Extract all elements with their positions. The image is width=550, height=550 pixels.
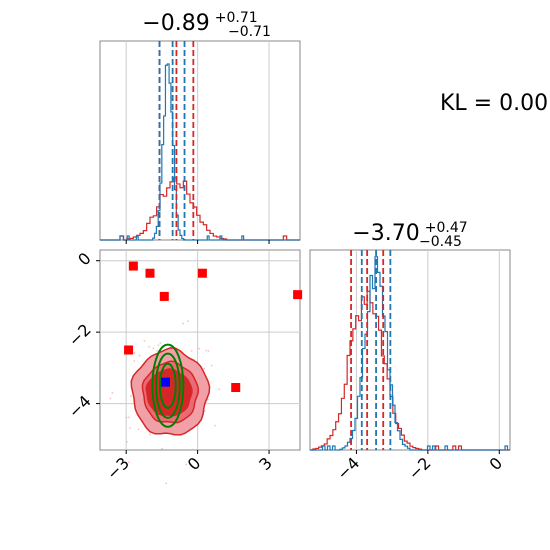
joint-scatter-point	[149, 433, 151, 436]
marginal-y-ticks: −4 −2 0	[333, 450, 506, 484]
marginal-y-tick-label: −4	[333, 453, 363, 483]
marginal-x-panel: −0.89 +0.71 −0.71	[99, 10, 301, 244]
joint-red-marker	[128, 261, 138, 271]
marginal-y-tick-label: −2	[405, 453, 435, 483]
marginal-y-title: −3.70 +0.47	[352, 220, 467, 246]
joint-y-tick-label: −2	[65, 320, 95, 350]
marginal-y-blue-histogram	[310, 256, 510, 451]
joint-blue-marker	[160, 377, 170, 387]
joint-x-tick-label: 0	[184, 453, 205, 474]
joint-scatter-point	[205, 349, 208, 352]
joint-scatter-point	[214, 424, 217, 427]
joint-red-marker	[197, 268, 207, 278]
joint-red-marker	[145, 268, 155, 278]
joint-red-marker	[293, 290, 303, 300]
joint-green-contour	[151, 343, 185, 428]
joint-scatter-point	[203, 410, 206, 413]
joint-scatter-point	[143, 339, 146, 342]
joint-scatter-point	[207, 349, 210, 352]
joint-green-contour	[159, 362, 177, 409]
marginal-y-grid	[355, 250, 500, 450]
joint-scatter-point	[203, 367, 206, 370]
joint-scatter-point	[206, 398, 209, 401]
marginal-x-ticks	[125, 240, 270, 244]
joint-scatter-point	[165, 482, 168, 485]
joint-scatter-point	[182, 322, 185, 325]
joint-scatter-point	[133, 352, 136, 354]
joint-scatter-point	[198, 347, 201, 350]
kl-annotation: KL = 0.00	[440, 91, 548, 116]
joint-y-tick-label: 0	[74, 249, 95, 270]
joint-markers	[124, 261, 303, 392]
joint-scatter-point	[137, 428, 140, 431]
joint-x-tick-label: 3	[255, 453, 276, 474]
joint-red-marker	[159, 291, 169, 301]
marginal-y-title-plus: +0.47	[425, 220, 468, 236]
marginal-y-series	[310, 256, 510, 451]
marginal-y-panel: −4 −2 0 −3.70 +0.47 −0.45	[309, 220, 511, 484]
marginal-x-quantile-lines	[158, 41, 195, 240]
marginal-y-title-value: −3.70	[352, 221, 419, 246]
joint-scatter-point	[129, 427, 132, 429]
joint-scatter-point	[138, 354, 141, 357]
marginal-x-title-value: −0.89	[142, 11, 209, 36]
joint-scatter-point	[109, 397, 112, 400]
joint-scatter-point	[127, 461, 130, 464]
marginal-x-frame	[99, 40, 301, 241]
joint-scatter-point	[111, 391, 114, 394]
joint-scatter-point	[148, 345, 151, 348]
joint-scatter-point	[191, 448, 194, 451]
joint-scatter-point	[160, 447, 163, 450]
joint-scatter-point	[187, 320, 189, 323]
joint-scatter-point	[159, 342, 162, 344]
joint-scatter-point	[152, 347, 155, 350]
marginal-y-tick-label: 0	[485, 453, 506, 474]
marginal-x-title-plus: +0.71	[215, 10, 258, 26]
joint-red-marker	[231, 383, 241, 392]
joint-scatter-point	[156, 349, 159, 352]
marginal-y-title-minus: −0.45	[419, 234, 462, 250]
joint-scatter-point	[157, 344, 160, 347]
joint-x-tick-label: −3	[103, 453, 133, 483]
marginal-x-title-minus: −0.71	[228, 24, 271, 40]
joint-red-marker	[124, 345, 134, 355]
marginal-y-frame	[309, 249, 511, 451]
joint-scatter-point	[126, 440, 128, 443]
joint-scatter-point	[129, 395, 132, 397]
joint-panel: −3 0 3 0 −2 −4	[65, 249, 303, 485]
marginal-x-grid	[125, 41, 270, 240]
marginal-y-quantile-lines	[350, 250, 392, 450]
joint-y-tick-label: −4	[65, 392, 95, 422]
joint-scatter-point	[125, 416, 128, 419]
joint-green-contours	[151, 343, 185, 428]
joint-scatter-point	[133, 360, 136, 362]
joint-scatter-point	[185, 463, 188, 466]
joint-x-ticks: −3 0 3	[103, 450, 276, 484]
joint-scatter-point	[218, 388, 220, 391]
joint-green-contour	[154, 352, 181, 419]
joint-y-ticks: 0 −2 −4	[65, 249, 100, 422]
joint-scatter-point	[210, 364, 213, 367]
marginal-x-title: −0.89 +0.71	[142, 10, 257, 36]
joint-scatter-point	[127, 416, 130, 419]
joint-scatter-point	[190, 349, 193, 352]
